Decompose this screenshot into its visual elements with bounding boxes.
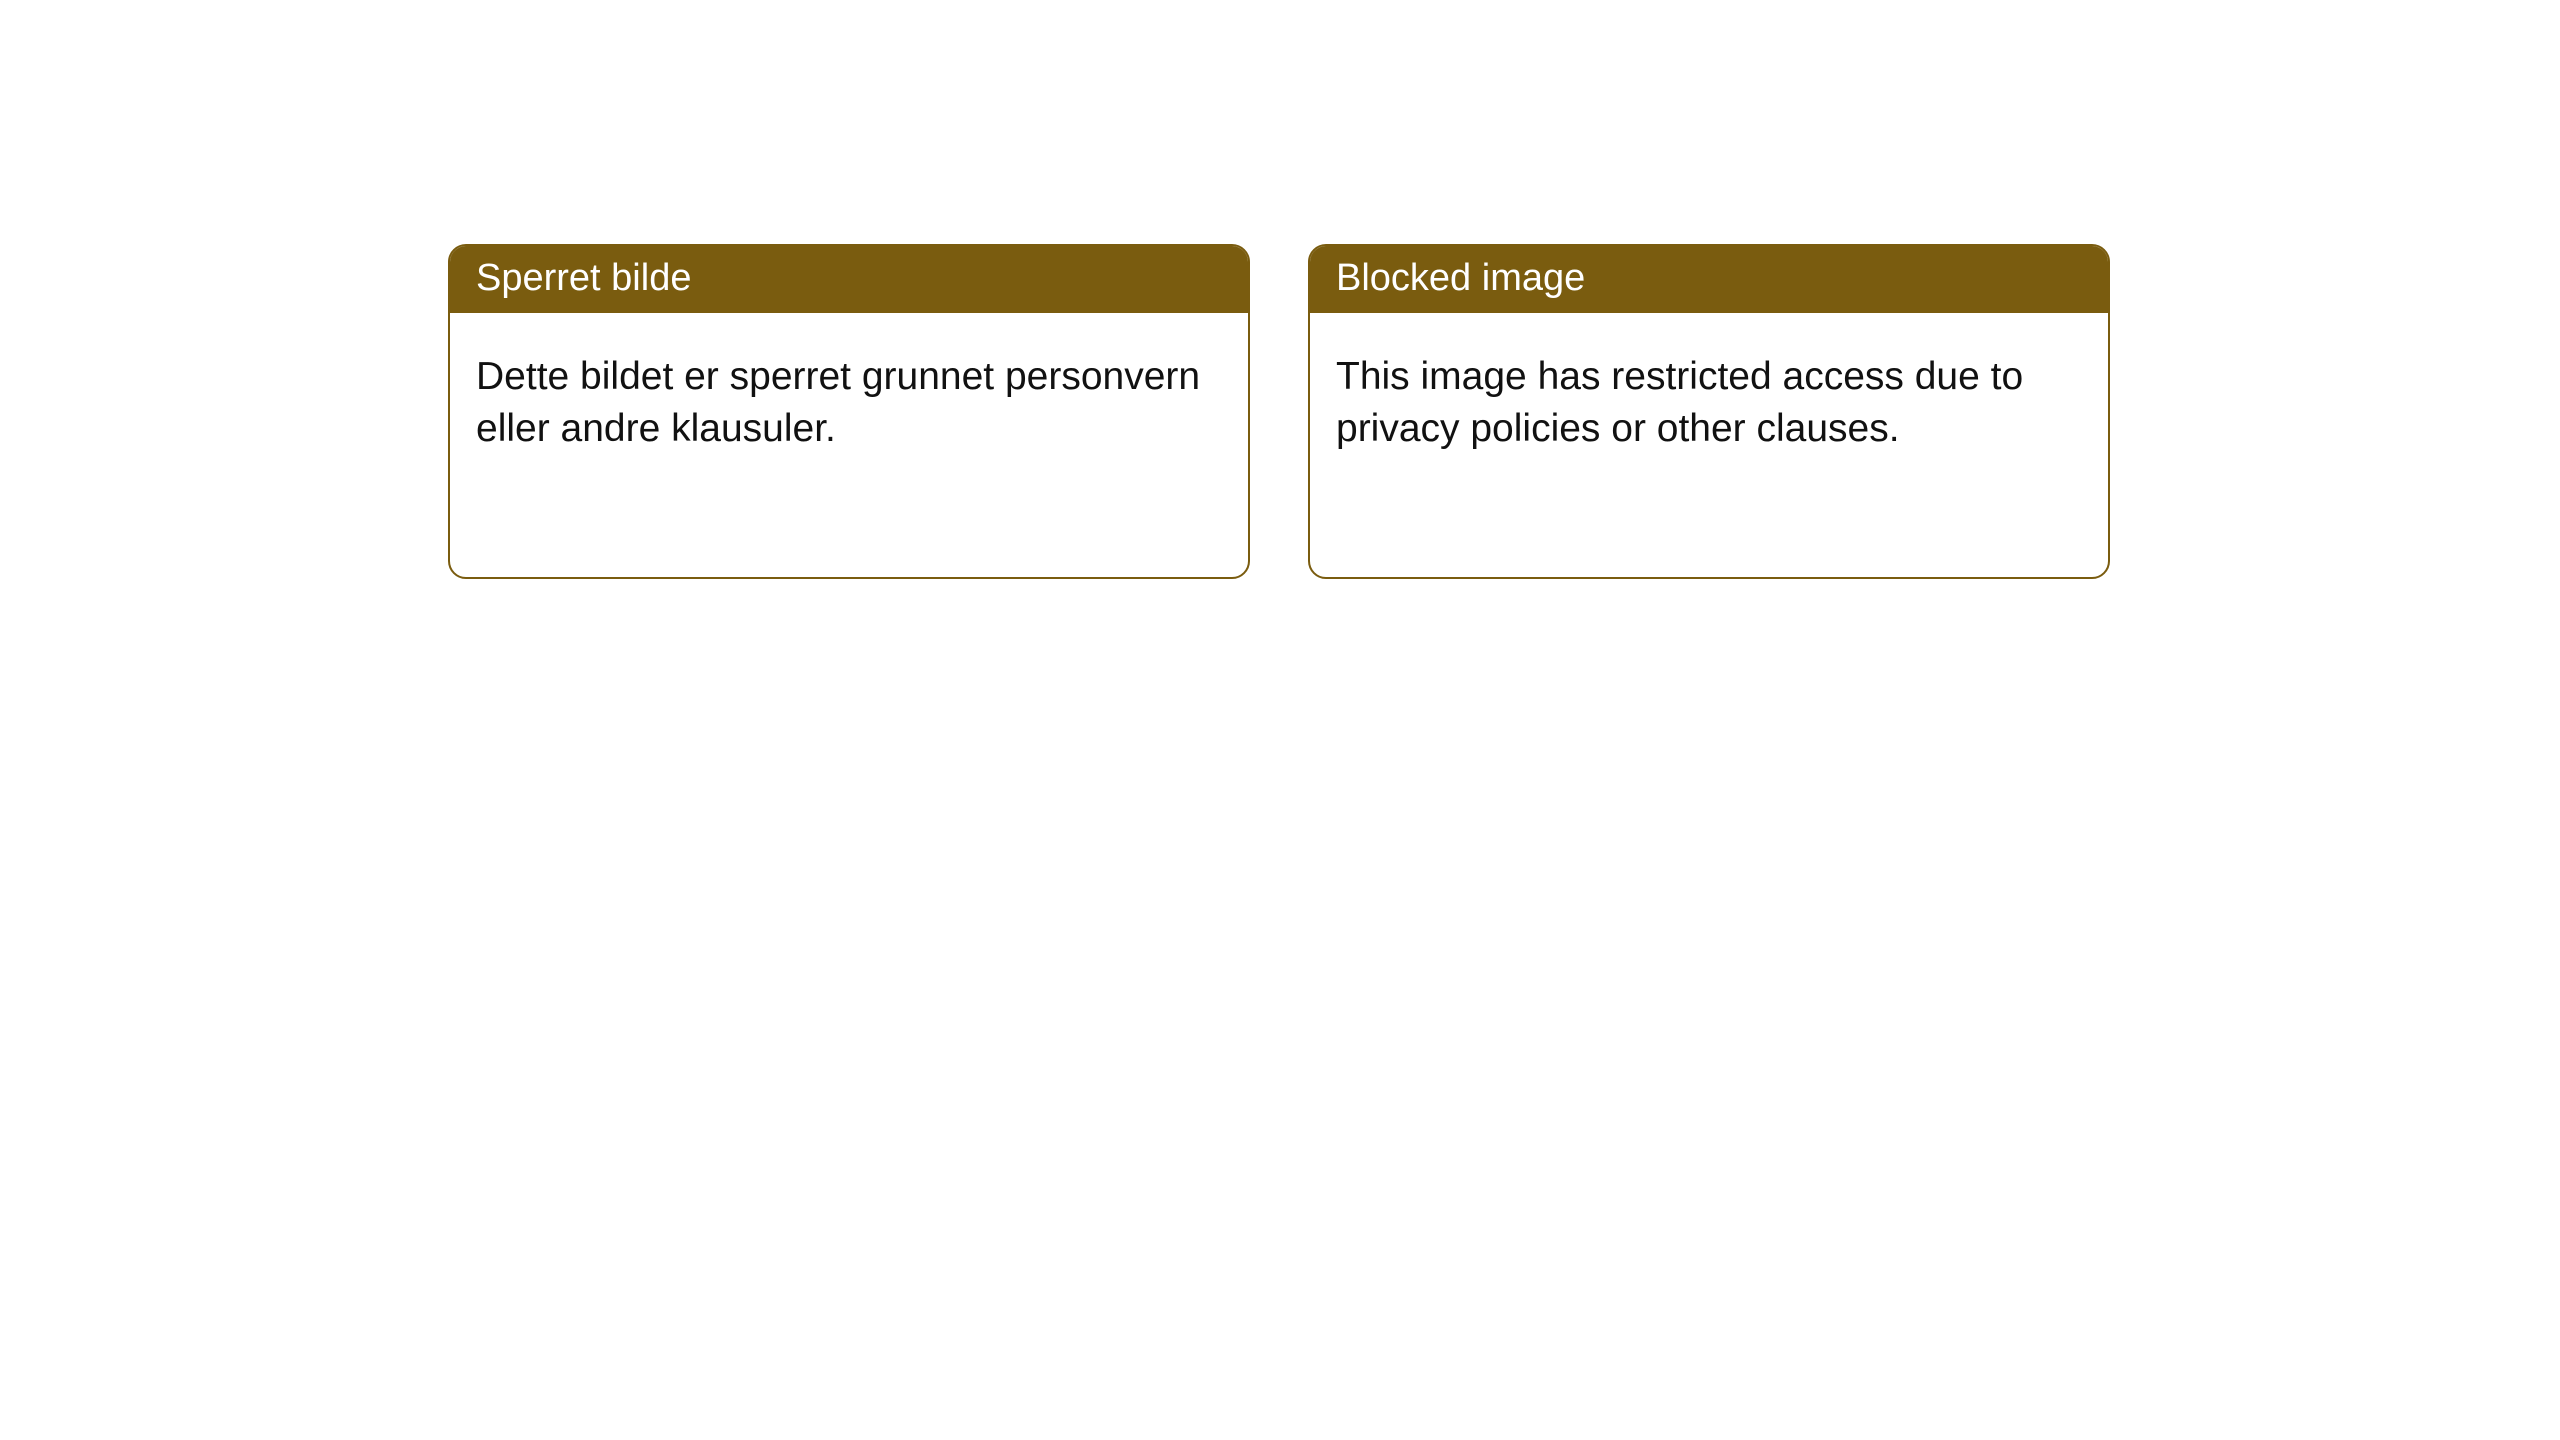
card-title: Blocked image bbox=[1336, 257, 1585, 299]
card-title: Sperret bilde bbox=[476, 257, 691, 299]
card-header: Sperret bilde bbox=[450, 246, 1248, 313]
card-body-text: Dette bildet er sperret grunnet personve… bbox=[476, 355, 1200, 450]
card-body-text: This image has restricted access due to … bbox=[1336, 355, 2023, 450]
blocked-image-card-no: Sperret bilde Dette bildet er sperret gr… bbox=[448, 244, 1250, 579]
notice-container: Sperret bilde Dette bildet er sperret gr… bbox=[0, 0, 2560, 579]
card-header: Blocked image bbox=[1310, 246, 2108, 313]
card-body: This image has restricted access due to … bbox=[1310, 313, 2108, 481]
blocked-image-card-en: Blocked image This image has restricted … bbox=[1308, 244, 2110, 579]
card-body: Dette bildet er sperret grunnet personve… bbox=[450, 313, 1248, 481]
